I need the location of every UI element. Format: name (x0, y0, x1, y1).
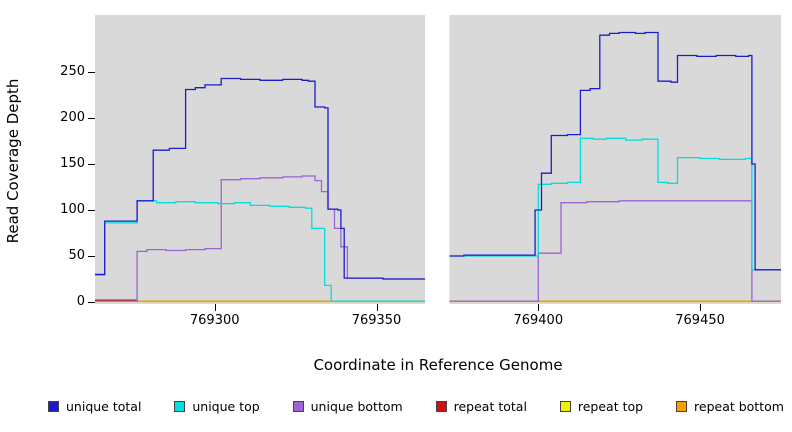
legend-item-unique-top: unique top (174, 399, 260, 414)
series-unique-total (449, 31, 781, 271)
legend-swatch (435, 401, 447, 412)
y-tick-mark (88, 210, 95, 211)
plot-panel (95, 15, 781, 304)
y-tick-label: 50 (68, 248, 85, 263)
x-tick-mark (538, 304, 540, 311)
legend-swatch (292, 401, 304, 412)
legend-label: repeat top (577, 399, 644, 414)
legend-swatch (676, 401, 688, 412)
y-tick-mark (88, 118, 95, 120)
legend-swatch (559, 401, 571, 412)
legend-swatch (48, 401, 59, 412)
series-unique-top (449, 137, 781, 271)
x-axis-title: Coordinate in Reference Genome (313, 356, 563, 374)
x-tick-mark (376, 304, 378, 311)
coverage-gap-region (425, 15, 450, 304)
legend-label: unique top (192, 399, 260, 414)
legend-label: repeat total (453, 399, 527, 414)
legend-label: unique total (66, 399, 142, 414)
legend-item-unique-total: unique total (48, 399, 141, 414)
y-tick-label: 0 (76, 294, 85, 309)
y-axis-title: Read Coverage Depth (4, 78, 22, 244)
legend-item-repeat-total: repeat total (435, 399, 527, 414)
x-tick-mark (214, 304, 216, 311)
legend-item-unique-bottom: unique bottom (292, 399, 403, 414)
y-tick-mark (88, 256, 95, 257)
y-tick-mark (88, 72, 95, 74)
x-tick-label: 769350 (351, 313, 402, 328)
legend: unique total unique top unique bottom repea… (48, 399, 784, 414)
x-tick-mark (700, 304, 702, 311)
y-tick-label: 150 (60, 156, 85, 172)
series-unique-bottom (449, 200, 781, 302)
coverage-plot (95, 15, 781, 304)
y-tick-mark (88, 302, 95, 303)
y-tick-mark (88, 164, 95, 166)
y-tick-label: 200 (60, 110, 85, 126)
series-unique-total (95, 77, 426, 280)
y-tick-label: 250 (60, 64, 85, 80)
legend-item-repeat-bottom: repeat bottom (676, 399, 784, 414)
legend-swatch (174, 401, 186, 412)
legend-label: repeat bottom (694, 399, 784, 414)
y-tick-label: 100 (60, 202, 85, 217)
x-tick-label: 769450 (675, 313, 725, 328)
legend-item-repeat-top: repeat top (559, 399, 644, 414)
x-tick-label: 769400 (513, 313, 564, 328)
x-tick-label: 769300 (189, 313, 240, 328)
legend-label: unique bottom (310, 399, 403, 414)
series-unique-bottom (95, 175, 426, 302)
